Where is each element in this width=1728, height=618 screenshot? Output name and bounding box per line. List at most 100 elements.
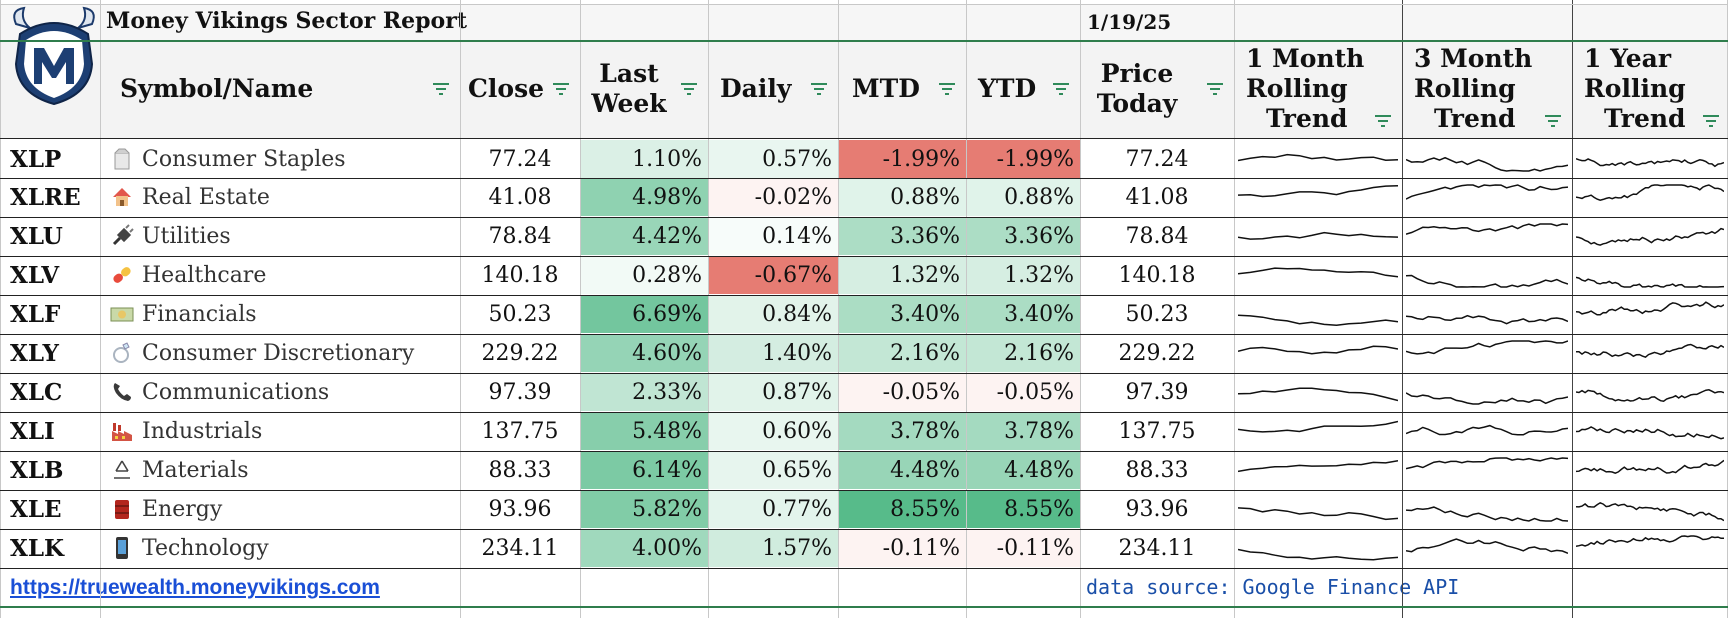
- header-3-month-trend[interactable]: 3 Month Rolling Trend: [1402, 40, 1572, 138]
- cell-lw[interactable]: 4.60%: [580, 334, 708, 372]
- cell-price[interactable]: 78.84: [1080, 217, 1234, 255]
- cell-mtd[interactable]: 3.36%: [838, 217, 966, 255]
- header-1-year-trend[interactable]: 1 Year Rolling Trend: [1572, 40, 1728, 138]
- cell-sym[interactable]: XLF: [0, 295, 100, 333]
- filter-icon[interactable]: [1374, 114, 1392, 128]
- cell-name[interactable]: Industrials: [100, 412, 460, 450]
- cell-sym[interactable]: XLE: [0, 490, 100, 528]
- filter-icon[interactable]: [1206, 82, 1224, 96]
- cell-name[interactable]: Healthcare: [100, 256, 460, 294]
- cell-close[interactable]: 229.22: [460, 334, 580, 372]
- filter-icon[interactable]: [1702, 114, 1720, 128]
- cell-lw[interactable]: 0.28%: [580, 256, 708, 294]
- cell-close[interactable]: 97.39: [460, 373, 580, 411]
- cell-price[interactable]: 50.23: [1080, 295, 1234, 333]
- header-daily[interactable]: Daily: [708, 40, 838, 138]
- cell-close[interactable]: 93.96: [460, 490, 580, 528]
- cell-name[interactable]: Real Estate: [100, 178, 460, 216]
- cell-lw[interactable]: 1.10%: [580, 140, 708, 178]
- cell-lw[interactable]: 4.00%: [580, 529, 708, 567]
- header-price-today[interactable]: Price Today: [1080, 40, 1234, 138]
- cell-price[interactable]: 97.39: [1080, 373, 1234, 411]
- cell-daily[interactable]: 0.14%: [708, 217, 838, 255]
- cell-sym[interactable]: XLU: [0, 217, 100, 255]
- cell-close[interactable]: 137.75: [460, 412, 580, 450]
- cell-lw[interactable]: 5.48%: [580, 412, 708, 450]
- cell-close[interactable]: 140.18: [460, 256, 580, 294]
- cell-name[interactable]: Energy: [100, 490, 460, 528]
- cell-daily[interactable]: 0.84%: [708, 295, 838, 333]
- cell-mtd[interactable]: -1.99%: [838, 140, 966, 178]
- cell-lw[interactable]: 6.14%: [580, 451, 708, 489]
- cell-daily[interactable]: 1.40%: [708, 334, 838, 372]
- cell-lw[interactable]: 6.69%: [580, 295, 708, 333]
- cell-price[interactable]: 88.33: [1080, 451, 1234, 489]
- cell-mtd[interactable]: 1.32%: [838, 256, 966, 294]
- cell-sym[interactable]: XLV: [0, 256, 100, 294]
- cell-lw[interactable]: 4.42%: [580, 217, 708, 255]
- header-mtd[interactable]: MTD: [838, 40, 966, 138]
- cell-sym[interactable]: XLY: [0, 334, 100, 372]
- cell-sym[interactable]: XLC: [0, 373, 100, 411]
- cell-daily[interactable]: 0.60%: [708, 412, 838, 450]
- cell-price[interactable]: 77.24: [1080, 140, 1234, 178]
- cell-ytd[interactable]: 3.40%: [966, 295, 1080, 333]
- cell-price[interactable]: 41.08: [1080, 178, 1234, 216]
- cell-name[interactable]: Technology: [100, 529, 460, 567]
- cell-name[interactable]: Consumer Discretionary: [100, 334, 460, 372]
- cell-sym[interactable]: XLRE: [0, 178, 100, 216]
- cell-mtd[interactable]: 3.40%: [838, 295, 966, 333]
- cell-mtd[interactable]: -0.11%: [838, 529, 966, 567]
- filter-icon[interactable]: [432, 82, 450, 96]
- cell-daily[interactable]: -0.67%: [708, 256, 838, 294]
- cell-ytd[interactable]: 0.88%: [966, 178, 1080, 216]
- cell-sym[interactable]: XLI: [0, 412, 100, 450]
- cell-close[interactable]: 41.08: [460, 178, 580, 216]
- cell-sym[interactable]: XLK: [0, 529, 100, 567]
- cell-price[interactable]: 229.22: [1080, 334, 1234, 372]
- cell-lw[interactable]: 4.98%: [580, 178, 708, 216]
- cell-name[interactable]: Communications: [100, 373, 460, 411]
- cell-daily[interactable]: 1.57%: [708, 529, 838, 567]
- cell-name[interactable]: Financials: [100, 295, 460, 333]
- cell-close[interactable]: 234.11: [460, 529, 580, 567]
- cell-ytd[interactable]: 2.16%: [966, 334, 1080, 372]
- cell-sym[interactable]: XLB: [0, 451, 100, 489]
- cell-name[interactable]: Utilities: [100, 217, 460, 255]
- cell-price[interactable]: 93.96: [1080, 490, 1234, 528]
- cell-daily[interactable]: 0.77%: [708, 490, 838, 528]
- filter-icon[interactable]: [552, 82, 570, 96]
- cell-close[interactable]: 88.33: [460, 451, 580, 489]
- cell-close[interactable]: 78.84: [460, 217, 580, 255]
- filter-icon[interactable]: [810, 82, 828, 96]
- cell-sym[interactable]: XLP: [0, 140, 100, 178]
- filter-icon[interactable]: [938, 82, 956, 96]
- cell-ytd[interactable]: 3.36%: [966, 217, 1080, 255]
- header-close[interactable]: Close: [460, 40, 580, 138]
- cell-name[interactable]: Materials: [100, 451, 460, 489]
- header-1-month-trend[interactable]: 1 Month Rolling Trend: [1234, 40, 1402, 138]
- cell-price[interactable]: 140.18: [1080, 256, 1234, 294]
- cell-close[interactable]: 50.23: [460, 295, 580, 333]
- cell-close[interactable]: 77.24: [460, 140, 580, 178]
- cell-ytd[interactable]: -1.99%: [966, 140, 1080, 178]
- cell-ytd[interactable]: 8.55%: [966, 490, 1080, 528]
- cell-ytd[interactable]: 4.48%: [966, 451, 1080, 489]
- cell-ytd[interactable]: -0.11%: [966, 529, 1080, 567]
- filter-icon[interactable]: [1544, 114, 1562, 128]
- cell-mtd[interactable]: -0.05%: [838, 373, 966, 411]
- cell-mtd[interactable]: 8.55%: [838, 490, 966, 528]
- cell-price[interactable]: 137.75: [1080, 412, 1234, 450]
- header-symbol-name[interactable]: Symbol/Name: [100, 40, 460, 138]
- website-link[interactable]: https://truewealth.moneyvikings.com: [10, 576, 380, 599]
- cell-ytd[interactable]: -0.05%: [966, 373, 1080, 411]
- header-ytd[interactable]: YTD: [966, 40, 1080, 138]
- cell-price[interactable]: 234.11: [1080, 529, 1234, 567]
- cell-ytd[interactable]: 1.32%: [966, 256, 1080, 294]
- filter-icon[interactable]: [1052, 82, 1070, 96]
- filter-icon[interactable]: [680, 82, 698, 96]
- cell-mtd[interactable]: 2.16%: [838, 334, 966, 372]
- cell-mtd[interactable]: 0.88%: [838, 178, 966, 216]
- cell-lw[interactable]: 5.82%: [580, 490, 708, 528]
- cell-name[interactable]: Consumer Staples: [100, 140, 460, 178]
